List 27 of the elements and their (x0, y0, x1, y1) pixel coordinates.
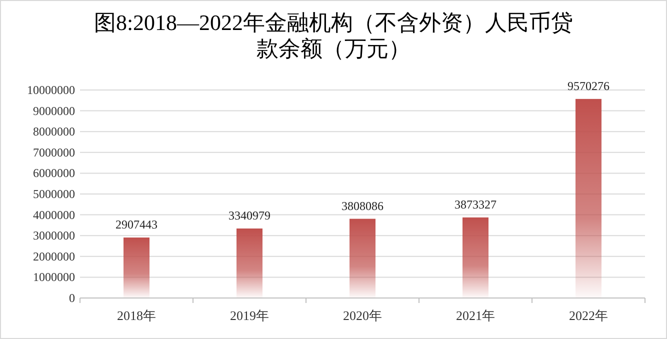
x-tick-label: 2020年 (343, 308, 382, 323)
y-tick-label: 8000000 (33, 124, 75, 139)
y-tick-label: 5000000 (33, 187, 75, 201)
y-tick-label: 7000000 (33, 145, 75, 160)
y-tick-label: 10000000 (27, 83, 75, 97)
x-tick-label: 2019年 (230, 308, 269, 323)
y-tick-label: 3000000 (33, 228, 75, 243)
y-tick-label: 6000000 (33, 166, 75, 180)
data-label: 2907443 (116, 218, 158, 232)
data-label: 3808086 (342, 198, 384, 213)
data-label: 3340979 (228, 208, 270, 223)
x-tick-label: 2022年 (569, 308, 608, 323)
data-label: 3873327 (454, 197, 496, 212)
bar (124, 238, 150, 298)
y-tick-label: 1000000 (33, 270, 75, 284)
y-tick-label: 9000000 (33, 104, 75, 118)
bar (350, 218, 376, 298)
y-tick-label: 0 (69, 291, 75, 305)
bar (236, 228, 262, 298)
bar (576, 98, 602, 298)
x-tick-label: 2018年 (117, 308, 156, 323)
y-tick-label: 2000000 (33, 249, 75, 264)
chart-title: 图8:2018—2022年金融机构（不含外资）人民币贷款余额（万元） (94, 10, 574, 61)
data-label: 9570276 (568, 78, 610, 93)
y-tick-label: 4000000 (33, 208, 75, 222)
bar (462, 217, 488, 298)
x-tick-label: 2021年 (456, 308, 495, 323)
